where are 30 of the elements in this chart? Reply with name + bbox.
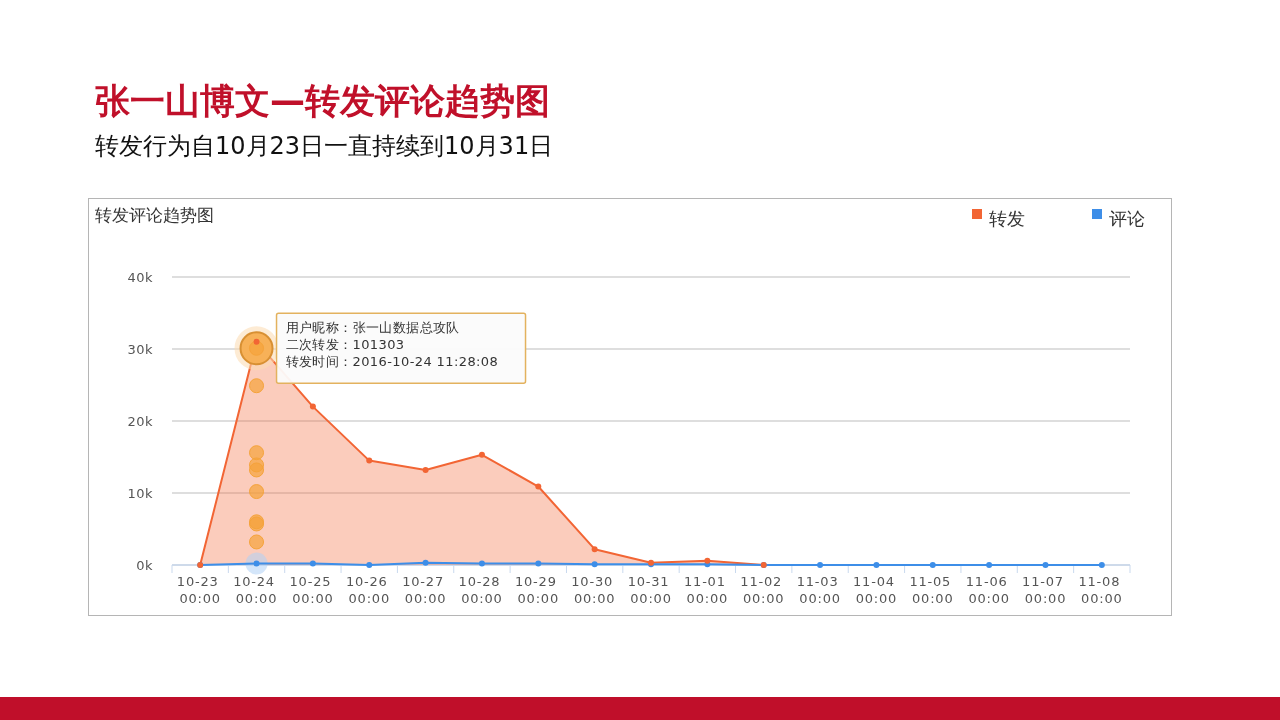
x-tick-label: 10-30 00:00 [571, 574, 619, 606]
y-tick-label: 0k [136, 557, 153, 573]
text: 转发评论趋势图 [95, 205, 214, 225]
x-tick-label: 11-01 00:00 [683, 574, 731, 606]
x-tick-label: 11-06 00:00 [965, 574, 1013, 606]
x-tick-label: 11-07 00:00 [1022, 574, 1069, 606]
x-tick-label: 11-05 00:00 [909, 574, 957, 606]
y-tick-label: 20k [127, 413, 153, 429]
legend-label: 评论 [1109, 208, 1145, 229]
x-tick-label: 11-03 00:00 [796, 574, 844, 606]
x-tick-label: 11-02 00:00 [740, 574, 788, 606]
chart-subtitle: 转发行为自10月23日一直持续到10月31日 [95, 132, 554, 160]
x-tick-label: 10-26 00:00 [345, 574, 393, 606]
y-tick-label: 40k [127, 269, 153, 285]
x-tick-label: 10-28 00:00 [458, 574, 506, 606]
legend-label: 转发 [989, 208, 1025, 229]
annotation: 二次转发：101303 [285, 337, 405, 353]
x-tick-label: 10-29 00:00 [514, 574, 562, 606]
x-tick-label: 10-27 00:00 [402, 574, 449, 606]
y-tick-label: 10k [127, 485, 153, 501]
chart-title: 张一山博文—转发评论趋势图 [95, 81, 550, 121]
x-tick-label: 11-08 00:00 [1078, 574, 1126, 606]
x-tick-label: 10-24 00:00 [233, 574, 280, 606]
x-tick-label: 11-04 00:00 [853, 574, 900, 606]
annotation: 转发时间：2016-10-24 11:28:08 [285, 354, 499, 370]
y-tick-label: 30k [127, 341, 153, 357]
x-tick-label: 10-25 00:00 [289, 574, 337, 606]
x-tick-label: 10-23 00:00 [176, 574, 224, 606]
x-tick-label: 10-31 00:00 [627, 574, 675, 606]
annotation: 用户昵称：张一山数据总攻队 [285, 320, 460, 336]
